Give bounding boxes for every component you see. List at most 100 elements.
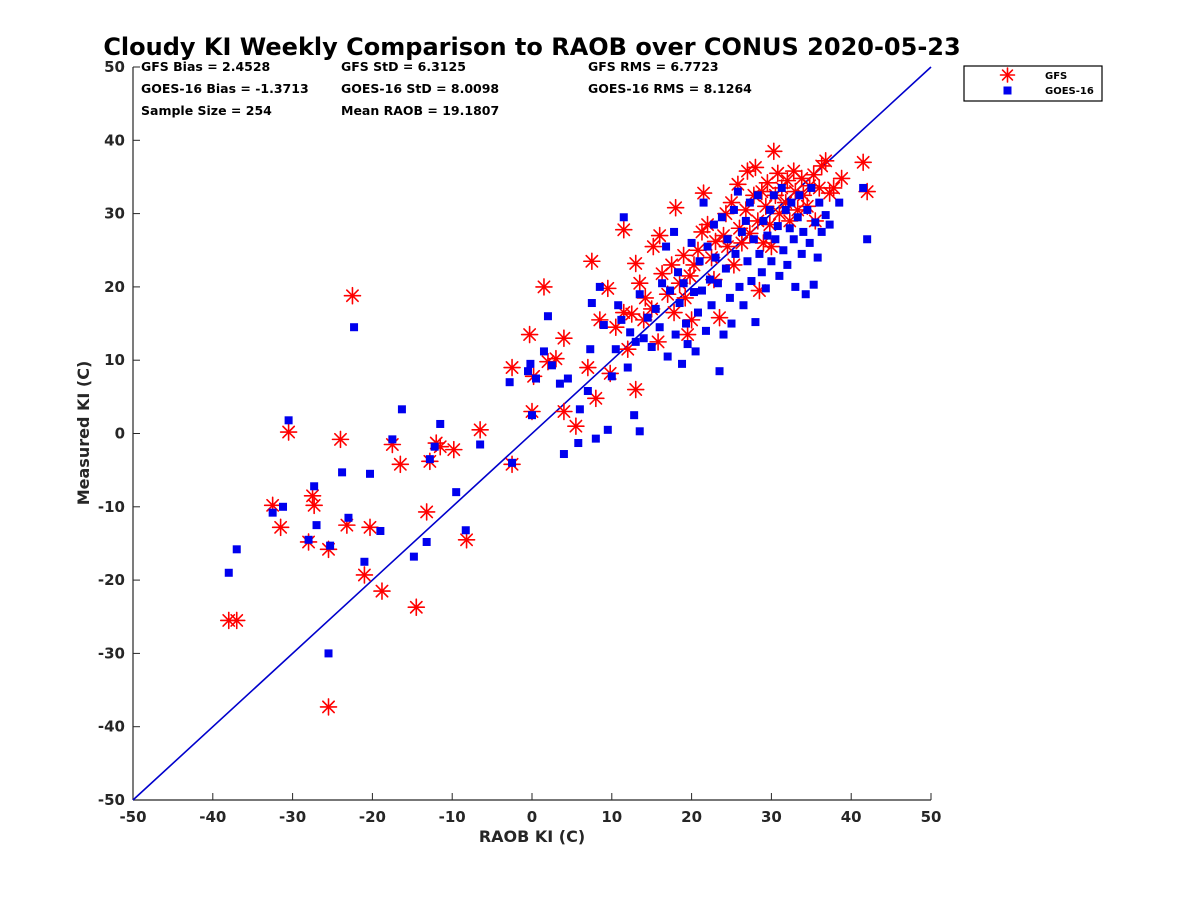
goes16-point	[635, 290, 644, 299]
legend-box	[963, 65, 1103, 102]
goes16-point	[835, 198, 844, 207]
gfs-point	[626, 254, 645, 273]
goes16-point	[801, 290, 810, 299]
goes16-point	[733, 187, 742, 196]
goes16-point	[735, 282, 744, 291]
goes16-point	[388, 435, 397, 444]
gfs-point	[694, 184, 713, 202]
gfs-point	[824, 179, 843, 197]
goes16-point	[524, 367, 533, 376]
goes16-point	[725, 293, 734, 302]
gfs-point	[567, 417, 585, 435]
goes16-point	[721, 264, 730, 273]
y-tick-label: 40	[104, 131, 125, 149]
goes16-point	[689, 288, 698, 297]
goes16-point	[701, 326, 710, 335]
goes16-point	[279, 502, 288, 511]
goes16-point	[666, 286, 675, 295]
gfs-point	[650, 226, 669, 245]
axis-ticks: -50 -40 -30 -20 -10 0 10 20 30 40 50 -50 -40 -30 -20 -1…	[98, 58, 942, 826]
goes16-point	[655, 323, 664, 332]
goes16-point	[821, 211, 830, 220]
gfs-point	[758, 174, 777, 192]
goes16-point	[695, 257, 704, 266]
goes16-point	[767, 257, 776, 266]
goes16-point	[617, 315, 626, 324]
x-axis-label: RAOB KI (C)	[479, 827, 585, 846]
goes16-point	[763, 231, 772, 240]
x-tick-label: 0	[527, 808, 537, 826]
goes16-point	[528, 411, 536, 420]
y-tick-label: 50	[104, 58, 125, 76]
goes16-point	[703, 242, 712, 251]
goes16-point	[619, 213, 628, 222]
x-tick-label: -20	[359, 808, 386, 826]
gfs-point	[535, 278, 553, 296]
x-tick-label: 40	[841, 808, 862, 826]
x-tick-label: 30	[761, 808, 782, 826]
gfs-point	[343, 286, 362, 305]
goes16-point	[508, 458, 517, 467]
goes16-point	[376, 526, 385, 535]
goes16-point	[793, 213, 802, 222]
gfs-point	[816, 152, 835, 170]
goes16-series	[224, 183, 872, 658]
y-tick-label: -40	[98, 718, 125, 736]
gfs-point	[674, 246, 693, 265]
goes16-point	[755, 249, 764, 258]
goes16-point	[607, 372, 616, 381]
chart-title: Cloudy KI Weekly Comparison to RAOB over…	[103, 33, 960, 61]
x-tick-label: 10	[601, 808, 622, 826]
goes16-point	[611, 345, 620, 354]
goes16-point	[789, 235, 798, 244]
gfs-point	[555, 402, 573, 421]
gfs-point	[587, 389, 605, 408]
goes16-point	[526, 359, 535, 368]
statistics-block: GFS Bias = 2.4528 GFS StD = 6.3125 GFS R…	[141, 59, 752, 118]
goes16-point	[779, 246, 788, 255]
goes16-point	[753, 191, 762, 200]
goes16-point	[797, 249, 806, 258]
goes16-point	[678, 359, 687, 368]
goes16-point	[350, 323, 359, 332]
goes16-point	[783, 260, 792, 269]
goes16-point	[397, 405, 406, 414]
gfs-point	[764, 142, 783, 161]
goes16-point	[749, 235, 758, 244]
y-tick-label: 30	[104, 205, 125, 223]
gfs-point	[319, 698, 338, 716]
legend-goes16-label: GOES-16	[1045, 86, 1094, 97]
goes16-point	[268, 508, 277, 517]
x-tick-label: 50	[921, 808, 942, 826]
y-tick-label: 10	[104, 351, 125, 369]
goes16-point	[505, 378, 514, 387]
goes16-point	[599, 321, 608, 330]
y-tick-label: -20	[98, 571, 125, 589]
gfs-point	[579, 358, 597, 377]
goes16-point	[759, 216, 768, 225]
legend: GFS GOES-16	[963, 65, 1103, 102]
stat-goes16-rms: GOES-16 RMS = 8.1264	[588, 81, 752, 96]
gfs-point	[503, 358, 521, 377]
y-tick-label: -50	[98, 791, 125, 809]
goes16-point	[430, 442, 439, 451]
stat-gfs-rms: GFS RMS = 6.7723	[588, 59, 719, 74]
y-tick-label: 20	[104, 278, 125, 296]
goes16-point	[705, 275, 714, 284]
goes16-point	[232, 545, 241, 554]
goes16-point	[583, 386, 592, 395]
gfs-point	[854, 153, 872, 172]
goes16-point	[476, 440, 485, 449]
gfs-point	[666, 198, 685, 217]
goes16-point	[671, 330, 680, 339]
goes16-point	[731, 249, 740, 258]
goes16-point	[765, 205, 774, 214]
goes16-point	[795, 191, 804, 200]
goes16-point	[670, 227, 679, 236]
goes16-point	[697, 286, 706, 295]
goes16-point	[775, 271, 784, 280]
gfs-point	[622, 305, 641, 323]
goes16-point	[626, 328, 635, 337]
goes16-point	[809, 280, 818, 289]
goes16-point	[647, 343, 656, 352]
